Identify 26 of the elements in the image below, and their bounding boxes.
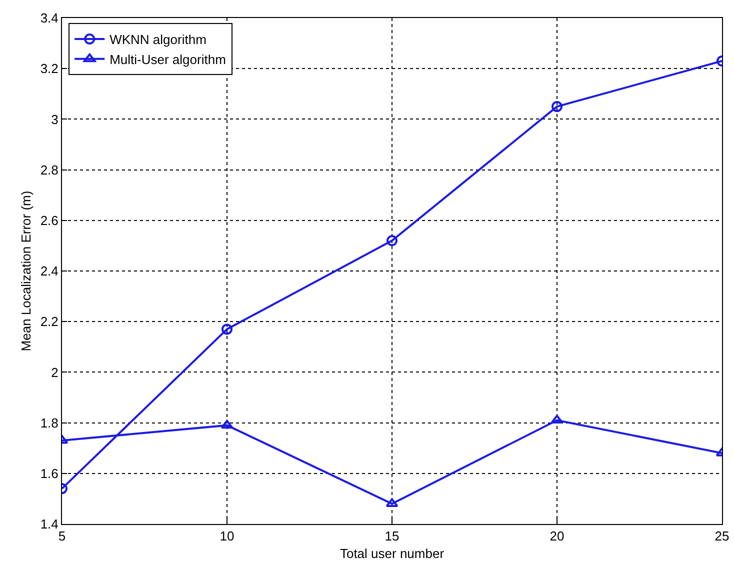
point	[386, 498, 398, 508]
y-tick-label: 3.4	[40, 10, 58, 26]
y-tick-label: 2.2	[40, 314, 58, 330]
x-tick-label: 5	[58, 528, 66, 544]
legend-label: Multi-User algorithm	[110, 52, 226, 67]
legend-label: WKNN algorithm	[110, 32, 206, 48]
y-tick-label: 1.8	[40, 415, 58, 430]
y-axis-title: Mean Localization Error (m)	[18, 190, 34, 352]
x-tick-label: 15	[384, 528, 400, 544]
y-tick-label: 3.2	[40, 61, 58, 76]
x-tick-label: 20	[550, 528, 564, 544]
y-tick-label: 2.6	[40, 212, 58, 228]
y-tick-label: 2.8	[40, 162, 58, 178]
x-axis-title: Total user number	[340, 546, 445, 562]
point	[552, 101, 562, 112]
y-tick-label: 3	[51, 112, 58, 127]
point	[550, 414, 564, 424]
point	[220, 420, 234, 429]
y-tick-label: 1.6	[40, 466, 58, 481]
x-tick-label: 25	[714, 528, 730, 544]
point	[386, 235, 398, 246]
x-tick-label: 10	[220, 528, 234, 544]
point	[222, 324, 232, 335]
y-tick-label: 1.4	[40, 516, 58, 532]
y-tick-label: 2.4	[40, 264, 58, 279]
y-tick-label: 2	[51, 364, 58, 380]
